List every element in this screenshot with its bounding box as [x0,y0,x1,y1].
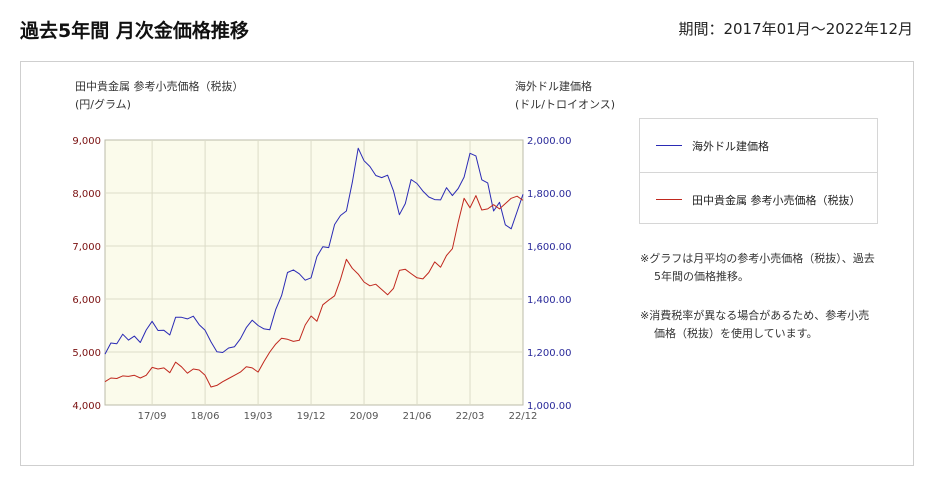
right-tick-label: 1,000.00 [527,401,572,412]
right-axis-unit: (ドル/トロイオンス) [515,98,615,111]
right-tick-label: 1,600.00 [527,242,572,253]
right-tick-label: 1,400.00 [527,295,572,306]
x-tick-label: 21/06 [403,411,432,422]
legend-label-usd: 海外ドル建価格 [692,140,769,153]
left-tick-label: 5,000 [72,348,101,359]
period-label: 期間：2017年01月～2022年12月 [678,20,913,38]
x-tick-label: 20/09 [350,411,379,422]
note-tax-disclaimer: ※消費税率が異なる場合があるため、参考小売価格（税抜）を使用しています。 [640,309,870,340]
legend-item-usd: 海外ドル建価格 [640,119,877,171]
right-axis-title: 海外ドル建価格 [515,79,592,93]
right-tick-label: 1,200.00 [527,348,572,359]
page-title: 過去5年間 月次金価格推移 [20,20,249,42]
legend-label-jpy: 田中貴金属 参考小売価格（税抜） [692,194,861,207]
legend-swatch-jpy [656,199,682,200]
chart-legend: 海外ドル建価格 田中貴金属 参考小売価格（税抜） [639,118,878,224]
note-graph-description: ※グラフは月平均の参考小売価格（税抜）、過去5年間の価格推移。 [640,252,875,283]
chart-frame [20,61,914,466]
x-tick-label: 19/03 [244,411,273,422]
left-tick-label: 8,000 [72,189,101,200]
x-tick-label: 22/03 [456,411,485,422]
x-tick-label: 22/12 [509,411,538,422]
x-tick-label: 17/09 [138,411,167,422]
x-tick-label: 18/06 [191,411,220,422]
left-axis-title: 田中貴金属 参考小売価格（税抜） [75,79,244,93]
series-line-usd [104,147,524,355]
x-tick-label: 19/12 [297,411,326,422]
plot-area [104,139,524,406]
left-tick-label: 9,000 [72,136,101,147]
left-tick-label: 6,000 [72,295,101,306]
right-tick-label: 1,800.00 [527,189,572,200]
left-axis-unit: (円/グラム) [75,97,131,111]
left-tick-label: 7,000 [72,242,101,253]
legend-swatch-usd [656,145,682,146]
left-tick-label: 4,000 [72,401,101,412]
legend-item-jpy: 田中貴金属 参考小売価格（税抜） [640,172,877,225]
series-line-jpy [104,195,524,388]
right-tick-label: 2,000.00 [527,136,572,147]
